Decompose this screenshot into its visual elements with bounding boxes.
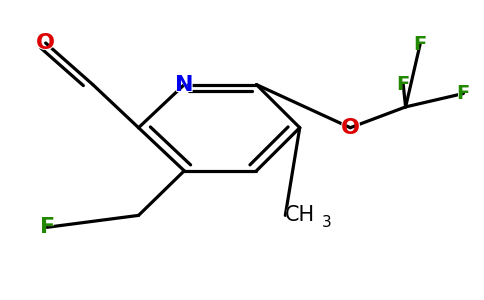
Text: 3: 3	[321, 215, 331, 230]
Text: O: O	[36, 33, 55, 53]
Text: F: F	[456, 83, 471, 103]
Text: F: F	[40, 217, 55, 237]
Text: N: N	[175, 75, 194, 94]
Text: F: F	[457, 84, 470, 103]
Text: F: F	[395, 75, 411, 94]
Text: F: F	[413, 35, 427, 54]
Text: F: F	[39, 215, 56, 239]
Text: CH: CH	[285, 203, 322, 227]
Text: N: N	[174, 73, 195, 97]
Text: CH: CH	[285, 206, 316, 225]
Text: F: F	[396, 75, 410, 94]
Text: O: O	[35, 31, 56, 55]
Text: F: F	[412, 34, 428, 55]
Text: O: O	[341, 118, 360, 138]
Text: O: O	[340, 116, 361, 140]
